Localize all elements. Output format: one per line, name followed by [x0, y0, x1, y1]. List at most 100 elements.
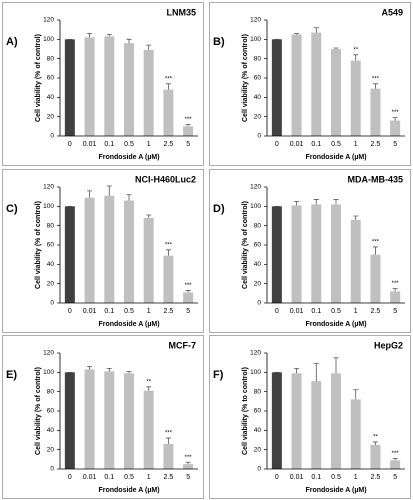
x-tick-label: 1 — [354, 308, 358, 315]
bar — [84, 37, 95, 136]
chart-title: MDA-MB-435 — [347, 174, 403, 184]
chart-title: A549 — [381, 7, 403, 17]
x-tick-label: 0 — [275, 308, 279, 315]
bar — [183, 292, 194, 303]
y-tick-label: 20 — [47, 446, 55, 453]
error-bar — [392, 288, 398, 292]
y-tick-label: 100 — [43, 203, 54, 210]
x-tick-label: 2.5 — [371, 308, 381, 315]
error-bar — [313, 27, 319, 33]
bar — [163, 89, 174, 136]
x-tick-label: 0.5 — [331, 474, 341, 481]
error-bar — [353, 389, 359, 400]
error-bar — [294, 33, 300, 35]
error-bar — [313, 199, 319, 205]
significance-label: *** — [392, 281, 400, 287]
panel-border — [2, 335, 204, 499]
y-tick-label: 0 — [50, 133, 54, 140]
error-bar — [146, 214, 152, 218]
panel: C) NCI-H460Luc2 Cell viability (% of contr… — [2, 169, 204, 333]
y-axis-label: Cell viability (% to control) — [242, 367, 249, 455]
x-tick-label: 1 — [147, 141, 151, 148]
x-tick-label: 0.01 — [290, 308, 304, 315]
bar — [143, 217, 154, 303]
x-tick-label: 0.1 — [104, 141, 114, 148]
bar — [291, 34, 302, 136]
x-tick-label: 2.5 — [164, 308, 174, 315]
error-bar — [165, 437, 171, 444]
y-tick-label: 0 — [257, 133, 261, 140]
y-tick-label: 120 — [43, 350, 54, 357]
bar — [104, 36, 115, 136]
significance-label: *** — [372, 76, 380, 82]
bar — [271, 39, 282, 137]
y-tick-label: 100 — [43, 369, 54, 376]
y-tick-label: 0 — [50, 466, 54, 473]
y-tick-label: 60 — [254, 75, 262, 82]
x-tick-label: 0 — [275, 474, 279, 481]
x-tick-label: 1 — [147, 308, 151, 315]
x-tick-label: 1 — [354, 141, 358, 148]
bar — [311, 381, 322, 469]
significance-label: ** — [353, 47, 358, 53]
error-bar — [185, 461, 191, 465]
significance-label: *** — [165, 76, 173, 82]
x-tick-label: 1 — [147, 474, 151, 481]
y-tick-label: 20 — [47, 113, 55, 120]
x-tick-label: 5 — [393, 308, 397, 315]
y-tick-label: 120 — [250, 184, 261, 191]
x-tick-label: 2.5 — [371, 141, 381, 148]
bar — [183, 464, 194, 469]
panel-label: F) — [213, 369, 224, 381]
significance-label: *** — [165, 431, 173, 437]
error-bar — [126, 38, 132, 44]
error-bar — [313, 363, 319, 382]
x-axis-label: Frondoside A (µM) — [98, 487, 159, 494]
bar — [271, 372, 282, 469]
bar — [390, 291, 401, 303]
bar — [84, 197, 95, 303]
y-tick-label: 80 — [254, 55, 262, 62]
panel-label: D) — [213, 203, 225, 215]
chart-title: HepG2 — [374, 340, 403, 350]
x-tick-label: 0.01 — [83, 474, 97, 481]
error-bar — [333, 199, 339, 205]
y-tick-label: 0 — [257, 466, 261, 473]
x-tick-label: 1 — [354, 474, 358, 481]
x-tick-label: 0.5 — [124, 141, 134, 148]
significance-label: ** — [146, 379, 151, 385]
x-tick-label: 0.01 — [290, 141, 304, 148]
y-tick-label: 120 — [250, 17, 261, 24]
bar — [311, 32, 322, 136]
bar — [271, 206, 282, 303]
y-tick-label: 120 — [43, 184, 54, 191]
x-tick-label: 0 — [68, 141, 72, 148]
y-tick-label: 40 — [47, 261, 55, 268]
bar — [104, 371, 115, 469]
y-tick-label: 60 — [254, 242, 262, 249]
y-tick-label: 40 — [47, 427, 55, 434]
x-tick-label: 0.1 — [311, 141, 321, 148]
error-bar — [294, 201, 300, 206]
y-tick-label: 120 — [250, 350, 261, 357]
bar — [64, 39, 75, 137]
error-bar — [126, 370, 132, 374]
error-bar — [372, 83, 378, 89]
y-tick-label: 40 — [254, 427, 262, 434]
error-bar — [294, 368, 300, 374]
error-bar — [126, 194, 132, 201]
panel-border — [2, 169, 204, 333]
error-bar — [165, 249, 171, 256]
y-tick-label: 80 — [47, 222, 55, 229]
error-bar — [372, 441, 378, 445]
bar — [64, 372, 75, 469]
bar — [350, 219, 361, 303]
error-bar — [106, 34, 112, 37]
x-tick-label: 2.5 — [164, 141, 174, 148]
x-tick-label: 0.5 — [331, 141, 341, 148]
y-tick-label: 100 — [250, 369, 261, 376]
y-tick-label: 100 — [43, 36, 54, 43]
panel: D) MDA-MB-435 Cell viability (% of control… — [209, 169, 411, 333]
x-tick-label: 5 — [393, 474, 397, 481]
error-bar — [353, 54, 359, 61]
